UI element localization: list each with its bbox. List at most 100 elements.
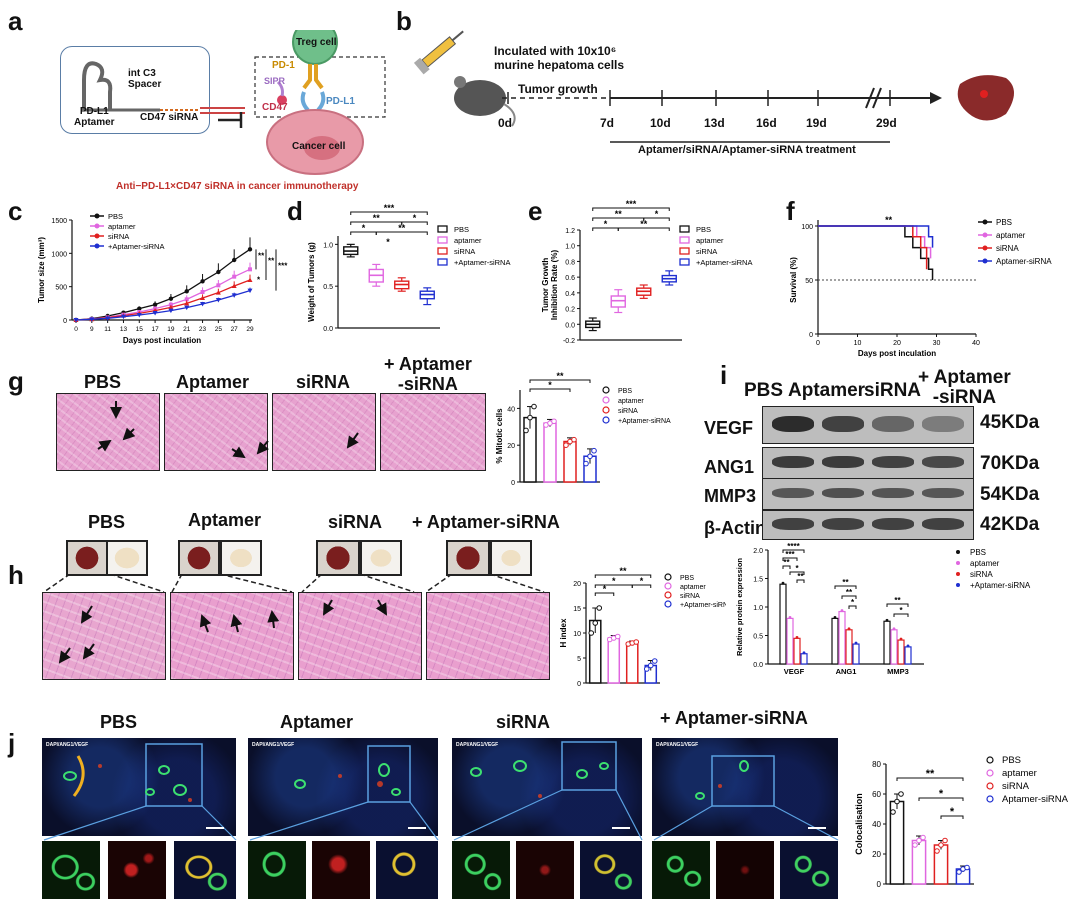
sig-bracket (789, 571, 805, 575)
panel-j-title-sirna: siRNA (496, 712, 551, 732)
legend-label: Aptamer-siRNA (1002, 794, 1069, 805)
data-point (795, 635, 799, 639)
data-point (247, 247, 253, 252)
blot-band (922, 518, 964, 530)
legend-swatch (602, 396, 610, 404)
panel-h-organ-tumor-sirna (360, 540, 402, 576)
panel-i-kda-ang1: 70KDa (980, 453, 1040, 474)
data-point (885, 618, 889, 622)
legend-swatch (679, 258, 690, 266)
legend-label: PBS (454, 225, 469, 234)
data-point (802, 651, 806, 655)
sig-bracket (529, 379, 591, 383)
bar-1 (543, 422, 557, 483)
series-line-3 (75, 290, 251, 321)
bar-VEGF-2 (793, 637, 801, 665)
legend-label: aptamer (618, 398, 644, 405)
panel-label-b: b (396, 6, 412, 36)
y-tick-label: 20 (573, 581, 581, 588)
panel-a-sipr-label: SIPR (264, 76, 286, 86)
panel-h-organ-tumor-aptamer (220, 540, 262, 576)
mouse-icon (454, 76, 516, 127)
arrow-icon (199, 614, 212, 633)
panel-j-zoom-sirna-green (452, 841, 510, 899)
y-axis-label: Tumor Growth (541, 258, 550, 313)
data-point (168, 296, 174, 301)
data-point (643, 666, 650, 672)
sig-label: ** (846, 588, 853, 597)
panel-b-treatment-label: Aptamer/siRNA/Aptamer-siRNA treatment (638, 144, 856, 156)
data-point (216, 283, 221, 288)
legend-label: siRNA (680, 593, 700, 600)
data-point (120, 314, 126, 320)
zoom-box-combo (711, 755, 775, 807)
blot-band (922, 456, 964, 468)
panel-j-zoom-aptamer-merge (376, 841, 438, 899)
data-point (168, 304, 174, 310)
y-tick-label: 0.0 (565, 322, 575, 329)
panel-label-i: i (720, 360, 728, 390)
sig-label: ** (258, 252, 265, 261)
x-tick-label: 27 (231, 326, 239, 333)
legend-label: +Aptamer-siRNA (618, 418, 671, 425)
y-tick-label: 1.2 (565, 228, 575, 235)
series-line-0 (75, 248, 251, 321)
sig-bracket (594, 574, 652, 578)
arrow-icon (80, 605, 93, 624)
data-point (647, 662, 654, 669)
panel-b-day-7: 7d (600, 116, 615, 130)
data-point (964, 864, 970, 871)
panel-h-organ-liver-sirna (316, 540, 360, 576)
panel-a-schematic (82, 30, 386, 175)
legend-swatch (664, 573, 672, 581)
panel-label-j: j (8, 728, 16, 758)
panel-i-row-mmp3: MMP3 (704, 486, 757, 506)
data-point (232, 274, 237, 279)
sig-label: *** (626, 200, 637, 209)
y-axis-label: % Mitotic cells (495, 408, 504, 464)
data-point (200, 302, 206, 307)
pd1-receptor-shape (302, 64, 324, 90)
sig-bracket (375, 231, 428, 235)
y-axis-label: H index (559, 618, 568, 647)
x-tick-label: 17 (151, 326, 159, 333)
data-point (583, 460, 589, 467)
y-tick-label: 0 (877, 880, 882, 889)
legend-swatch (679, 247, 690, 255)
data-point (184, 289, 189, 294)
bar-VEGF-3 (800, 653, 808, 665)
y-tick-label: 50 (805, 278, 813, 285)
x-tick-label: 13 (120, 326, 128, 333)
legend-label: +Aptamer-siRNA (108, 242, 164, 251)
legend-label: aptamer (696, 236, 724, 245)
panel-g-title-combo: + Aptamer -siRNA (384, 354, 472, 394)
legend-marker (982, 219, 988, 225)
y-tick-label: 0.5 (753, 634, 763, 641)
panel-label-c: c (8, 196, 23, 226)
sig-label: *** (278, 262, 288, 271)
sig-bracket (594, 592, 615, 596)
legend-marker (982, 232, 988, 238)
data-point (788, 616, 792, 619)
panel-h-organ-tumor-pbs (106, 540, 148, 576)
legend-swatch (437, 236, 448, 244)
panel-label-f: f (786, 196, 795, 226)
x-tick-label: 21 (183, 326, 191, 333)
panel-g-title-aptamer: Aptamer (176, 372, 250, 392)
arrow-icon (58, 647, 71, 664)
data-point (591, 447, 597, 454)
panel-i-kda-vegf: 45KDa (980, 412, 1040, 433)
panel-b-day-16: 16d (756, 116, 777, 130)
arrow-icon (122, 427, 136, 441)
data-point (942, 837, 948, 844)
legend-swatch (602, 416, 610, 424)
legend-marker (94, 243, 100, 249)
sig-bracket (940, 815, 964, 819)
x-tick-label: 19 (167, 326, 175, 333)
y-tick-label: 20 (507, 443, 515, 450)
sig-label: **** (787, 542, 800, 551)
bar-MMP3-0 (883, 620, 891, 665)
data-point (152, 311, 158, 316)
panel-j-image-aptamer (248, 738, 438, 836)
sig-label: ** (783, 558, 790, 567)
